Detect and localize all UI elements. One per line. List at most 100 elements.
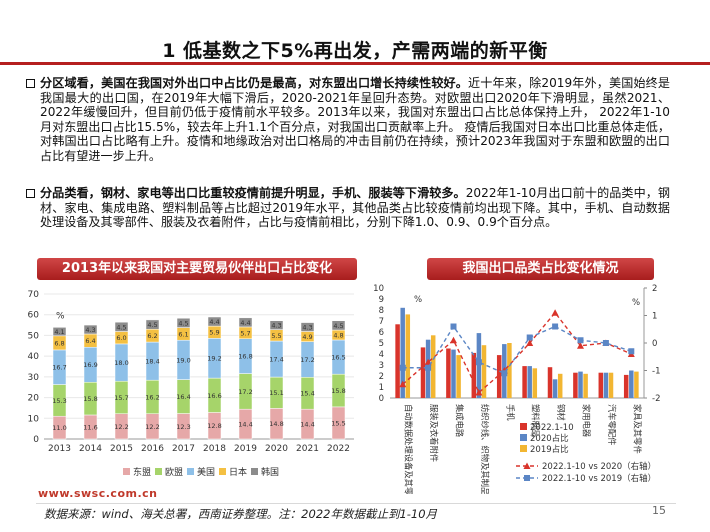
line-point: [501, 370, 508, 377]
x-tick-label: 2014: [79, 444, 102, 454]
line-point: [628, 348, 635, 355]
legend-label: 日本: [229, 466, 247, 478]
bar-data-label: 4.3: [302, 324, 312, 332]
bar-segment-韩国: [145, 319, 160, 330]
bar-data-label: 16.6: [207, 392, 221, 400]
bar-data-label: 14.8: [269, 420, 283, 428]
bar-2019占比: [532, 368, 538, 398]
bar-data-label: 5.9: [209, 329, 219, 337]
legend-swatch: [123, 468, 130, 475]
x-tick-label: 2013: [48, 444, 71, 454]
y-tick-label: 30: [28, 373, 40, 383]
bar-data-label: 12.8: [207, 422, 221, 430]
x-tick-label: 2021: [296, 444, 319, 454]
bar-2022.1-10: [496, 355, 502, 398]
bar-2019占比: [507, 343, 512, 398]
x-tick-label: 钢材: [556, 404, 566, 421]
bar-2020占比: [451, 349, 456, 398]
bar-2019占比: [583, 373, 588, 398]
x-tick-label: 2017: [172, 444, 195, 454]
bar-data-label: 18.4: [145, 358, 159, 366]
line-point: [526, 334, 533, 341]
y-tick-label: 70: [28, 290, 40, 300]
bar-2020占比: [552, 379, 558, 398]
bar-2022.1-10: [395, 324, 400, 398]
x-tick-label: 纺织纱线、织物及其制品: [480, 404, 490, 494]
y-left-tick-label: 3: [379, 361, 384, 371]
bar-data-label: 4.4: [209, 318, 219, 326]
x-tick-label: 手机: [505, 404, 515, 421]
bar-segment-韩国: [114, 321, 129, 332]
bar-2022.1-10: [623, 374, 629, 398]
x-tick-label: 集成电路: [455, 404, 465, 438]
y-left-tick-label: 8: [379, 306, 384, 316]
footer-rule: [36, 503, 676, 504]
bar-data-label: 4.1: [54, 328, 64, 336]
legend-swatch: [520, 423, 527, 430]
source-note: 数据来源：wind、海关总署，西南证券整理。注：2022年数据截止到1-10月: [44, 507, 438, 521]
bar-2022.1-10: [522, 366, 527, 398]
x-tick-label: 2016: [141, 444, 164, 454]
line-point: [399, 364, 406, 371]
legend-label: 韩国: [261, 466, 279, 478]
bar-segment-韩国: [331, 320, 346, 331]
legend-label: 2022.1-10 vs 2020（右轴）: [542, 461, 656, 472]
right-chart-title: 我国出口品类占比变化情况: [427, 258, 654, 280]
y-tick-label: 20: [28, 394, 40, 404]
bar-2019占比: [608, 372, 614, 398]
bar-2022.1-10: [573, 372, 578, 398]
y-left-tick-label: 6: [379, 328, 384, 338]
bar-data-label: 4.8: [333, 332, 343, 340]
y-right-tick-label: 1: [652, 312, 657, 322]
bar-data-label: 12.2: [145, 423, 159, 431]
bar-2020占比: [476, 333, 482, 398]
bar-2020占比: [629, 370, 634, 398]
legend-label: 欧盟: [165, 466, 183, 478]
y-left-tick-label: 4: [379, 350, 384, 360]
y-tick-label: 10: [28, 414, 40, 424]
y-tick-label: 60: [28, 311, 40, 321]
bar-data-label: 19.2: [207, 355, 221, 363]
bullet-1-body: 近十年来，除2019年外，美国始终是我国最大的出口国，在2019年大幅下滑后，2…: [40, 76, 670, 163]
bar-segment-韩国: [300, 322, 315, 332]
bar-data-label: 12.2: [114, 423, 128, 431]
line-point: [602, 340, 609, 346]
bar-data-label: 11.6: [83, 423, 97, 431]
bar-data-label: 16.2: [145, 393, 159, 401]
bar-data-label: 17.2: [300, 356, 314, 364]
y-left-tick-label: 5: [379, 339, 384, 349]
bar-segment-韩国: [52, 327, 67, 337]
y-right-tick-label: -2: [652, 394, 660, 404]
bar-segment-韩国: [83, 324, 98, 335]
bar-2020占比: [527, 366, 532, 398]
bar-2019占比: [456, 355, 461, 398]
y-left-tick-label: 9: [379, 295, 384, 305]
line-point: [552, 323, 559, 330]
bar-2022.1-10: [598, 372, 604, 398]
bar-data-label: 4.5: [178, 319, 188, 327]
line-2022.1-10 vs 2020（右轴）: [402, 311, 632, 394]
legend-label: 东盟: [133, 466, 151, 478]
line-point: [450, 336, 457, 344]
bar-data-label: 15.1: [269, 389, 283, 397]
bar-2019占比: [557, 373, 563, 398]
bar-data-label: 6.8: [54, 339, 64, 347]
line-point: [526, 339, 534, 346]
y-right-tick-label: -1: [652, 367, 660, 377]
bar-data-label: 17.4: [269, 356, 283, 364]
bar-data-label: 4.4: [240, 319, 250, 327]
bullet-2-body: 2022年1-10月出口前十的品类中，钢材、家电、集成电路、塑料制品等占比超过2…: [40, 186, 670, 230]
bullet-1-marker: [26, 79, 35, 88]
bar-data-label: 5.5: [271, 332, 281, 340]
x-tick-label: 2022: [327, 444, 350, 454]
legend-swatch: [155, 468, 162, 475]
left-chart-title: 2013年以来我国对主要贸易伙伴出口占比变化: [37, 258, 357, 280]
bar-segment-韩国: [269, 320, 284, 330]
bar-2022.1-10: [471, 352, 477, 398]
bullet-2-marker: [26, 189, 35, 198]
bar-data-label: 14.4: [238, 421, 252, 429]
website[interactable]: www.swsc.com.cn: [38, 487, 158, 500]
x-tick-label: 2020: [265, 444, 288, 454]
bar-data-label: 4.5: [116, 323, 126, 331]
